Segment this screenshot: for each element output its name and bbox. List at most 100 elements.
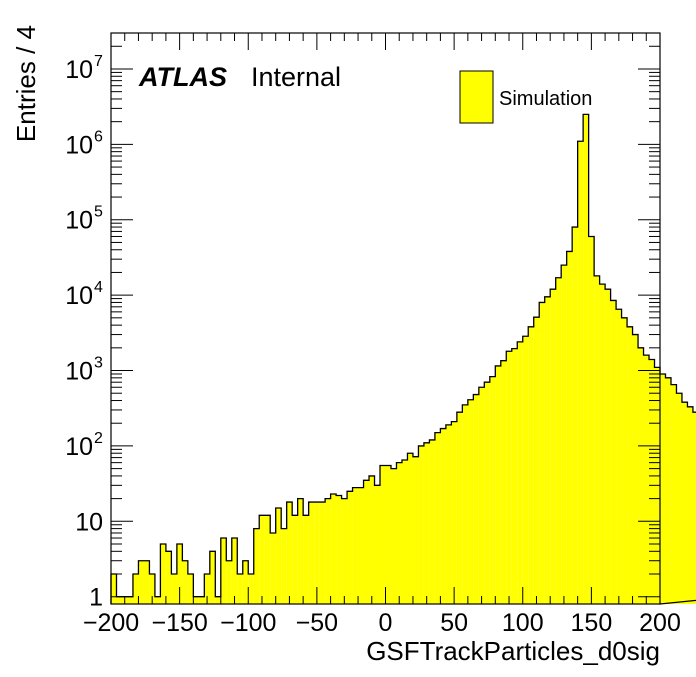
histogram-bar <box>522 336 529 604</box>
x-axis-title: GSFTrackParticles_d0sig <box>366 636 660 666</box>
histogram-bar <box>533 317 540 604</box>
histogram-bar <box>572 227 578 604</box>
histogram-bar <box>286 502 293 604</box>
histogram-bar <box>149 573 155 604</box>
histogram-bar <box>456 412 463 604</box>
histogram-bar <box>594 275 600 604</box>
histogram-bar <box>187 573 194 604</box>
histogram-bar <box>396 462 402 604</box>
histogram-bar <box>638 347 644 604</box>
histogram-bar <box>226 560 232 604</box>
histogram-bar <box>242 560 249 604</box>
histogram-bar <box>484 382 490 604</box>
histogram-outline <box>110 113 696 605</box>
histogram-bar <box>528 326 534 604</box>
histogram-bar <box>670 384 677 604</box>
legend-label-simulation: Simulation <box>499 88 592 110</box>
histogram-bar <box>495 365 501 604</box>
y-axis-title: Entries / 4 <box>11 25 41 142</box>
y-tick-label: 10 <box>65 131 93 159</box>
histogram-bar <box>165 551 172 604</box>
histogram-bar <box>248 573 254 604</box>
histogram-bar <box>171 573 177 604</box>
histogram-bar <box>550 289 556 604</box>
histogram-bar <box>517 341 523 604</box>
histogram-bar <box>434 432 441 604</box>
histogram-bar <box>429 439 435 604</box>
histogram-bar <box>215 596 221 604</box>
y-tick-label: 10 <box>65 207 93 235</box>
histogram-bar <box>665 377 671 604</box>
histogram-bar <box>259 515 265 604</box>
histogram-bar <box>369 475 375 604</box>
histogram-bar <box>401 460 408 604</box>
x-tick-label: −100 <box>220 609 276 637</box>
histogram-bar <box>281 528 287 604</box>
x-tick-label: 0 <box>379 609 393 637</box>
y-tick-exponent: 5 <box>94 204 103 221</box>
y-tick-exponent: 7 <box>94 53 103 70</box>
atlas-label: ATLAS Internal <box>138 62 341 92</box>
histogram-bar <box>407 453 413 604</box>
histogram-bar <box>692 412 696 604</box>
histogram-bar <box>138 560 144 604</box>
x-tick-label: 200 <box>639 609 681 637</box>
histogram-bar <box>676 393 682 604</box>
atlas-label-bold: ATLAS <box>138 62 227 92</box>
histogram-bar <box>511 348 518 604</box>
histogram-bar <box>143 560 150 604</box>
legend-swatch <box>459 70 494 124</box>
x-tick-label: 150 <box>571 609 613 637</box>
histogram-bar <box>154 596 161 604</box>
x-tick-label: −200 <box>83 609 139 637</box>
histogram-bar <box>363 480 370 604</box>
histogram-bar <box>308 502 315 604</box>
histogram-bar <box>198 596 205 604</box>
y-tick-exponent: 3 <box>94 355 103 372</box>
histogram-bar <box>374 485 381 604</box>
histogram-bar <box>423 442 430 604</box>
histogram-bar <box>319 502 326 604</box>
histogram-bar <box>132 573 139 604</box>
histogram-bar <box>687 406 693 604</box>
histogram-bar <box>325 498 331 604</box>
histogram-bar <box>561 265 567 604</box>
histogram-bar <box>610 300 617 604</box>
histogram-bar <box>489 376 496 604</box>
histogram-bar <box>297 498 304 604</box>
histogram-bar <box>303 515 309 604</box>
y-tick-label: 1 <box>89 584 103 612</box>
histogram-bar <box>231 538 238 604</box>
histogram-bar <box>478 387 485 604</box>
histogram-bar <box>632 334 639 604</box>
histogram-bar <box>467 399 474 604</box>
histogram-bar <box>462 404 468 604</box>
histogram-bar <box>566 251 573 604</box>
histogram-bar <box>111 573 117 604</box>
histogram-bar <box>292 515 298 604</box>
histogram-bar <box>660 373 666 604</box>
histogram-bar <box>616 309 622 604</box>
y-tick-exponent: 6 <box>94 128 103 145</box>
y-tick-label: 10 <box>75 508 103 536</box>
histogram-bar <box>352 487 359 604</box>
histogram-bar <box>275 508 282 604</box>
histogram-bar <box>418 445 424 604</box>
y-tick-label: 10 <box>65 282 93 310</box>
histogram-bar <box>621 317 628 604</box>
y-tick-label: 10 <box>65 433 93 461</box>
histogram-bar <box>599 284 606 604</box>
y-tick-exponent: 4 <box>94 279 103 296</box>
histogram-bar <box>347 491 353 604</box>
histogram-bar <box>390 468 397 604</box>
histogram-bar <box>176 543 183 604</box>
histogram-bar <box>127 596 133 604</box>
x-tick-label: 100 <box>502 609 544 637</box>
histogram-bar <box>577 141 584 604</box>
histogram-bar <box>412 456 419 604</box>
histogram-bar <box>385 465 391 604</box>
histogram-bar <box>193 596 199 604</box>
histogram-bar <box>380 465 386 604</box>
